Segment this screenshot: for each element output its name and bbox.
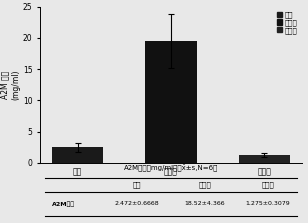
Text: 血清: 血清 <box>133 182 141 188</box>
Text: 2.472±0.6668: 2.472±0.6668 <box>115 201 159 206</box>
Text: 浓缩液: 浓缩液 <box>199 182 211 188</box>
Bar <box>239 155 290 163</box>
Y-axis label: A2M 浓度
(mg/ml): A2M 浓度 (mg/ml) <box>1 70 20 100</box>
Text: A2M浓度: A2M浓度 <box>52 201 75 206</box>
Legend: 血清, 浓缩液, 滤过液: 血清, 浓缩液, 滤过液 <box>275 10 298 35</box>
Bar <box>145 41 197 163</box>
Text: 滤过液: 滤过液 <box>261 182 274 188</box>
Bar <box>52 147 103 163</box>
Text: 18.52±4.366: 18.52±4.366 <box>185 201 225 206</box>
Text: A2M浓度（mg/ml）（x̄±s,N=6）: A2M浓度（mg/ml）（x̄±s,N=6） <box>124 165 218 172</box>
Text: 1.275±0.3079: 1.275±0.3079 <box>245 201 290 206</box>
